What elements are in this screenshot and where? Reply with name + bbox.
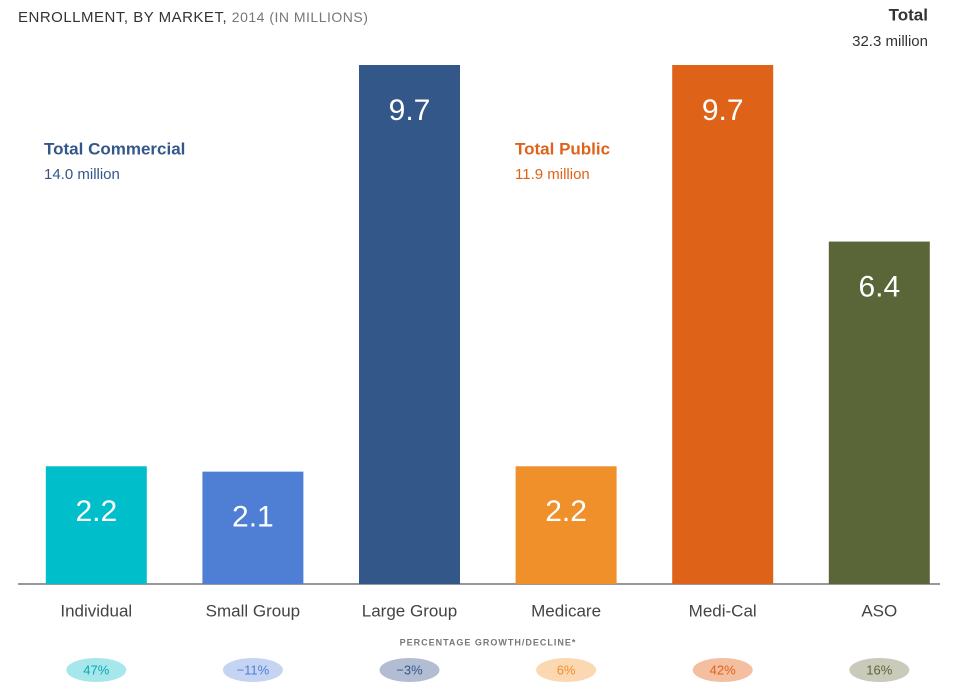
bar <box>359 65 460 584</box>
chart-title: ENROLLMENT, BY MARKET, 2014 (IN MILLIONS… <box>18 9 368 26</box>
x-tick-label: Medi-Cal <box>689 601 757 620</box>
annotation-label: Total Public <box>515 139 610 158</box>
growth-label: 6% <box>557 662 576 677</box>
bar <box>828 241 930 584</box>
growth-pill <box>66 658 127 682</box>
growth-label: 16% <box>866 662 892 677</box>
bar <box>515 466 617 584</box>
bar <box>202 471 304 584</box>
annotation-label: Total Commercial <box>44 139 185 158</box>
x-tick-label: Large Group <box>362 601 457 620</box>
x-tick-label: Small Group <box>206 601 300 620</box>
data-label: 2.2 <box>75 495 117 528</box>
x-tick-label: Individual <box>60 601 132 620</box>
growth-pill <box>849 658 910 682</box>
annotation-value: 11.9 million <box>515 166 590 183</box>
x-tick-label: Medicare <box>531 601 601 620</box>
data-label: 2.2 <box>545 495 587 528</box>
data-label: 9.7 <box>702 94 744 127</box>
total-label: Total <box>889 5 928 24</box>
data-label: 9.7 <box>389 94 431 127</box>
growth-pill <box>536 658 597 682</box>
data-label: 2.1 <box>232 501 274 534</box>
growth-label: −3% <box>396 662 423 677</box>
growth-pill <box>692 658 753 682</box>
growth-label: 42% <box>710 662 736 677</box>
total-value: 32.3 million <box>852 33 928 50</box>
subtitle: 2014 (IN MILLIONS) <box>232 9 369 25</box>
growth-pill <box>379 658 440 682</box>
growth-label: −11% <box>237 662 270 677</box>
growth-pill <box>222 658 283 682</box>
data-label: 6.4 <box>858 270 900 303</box>
annotation-value: 14.0 million <box>44 166 120 183</box>
x-tick-label: ASO <box>861 601 897 620</box>
bar <box>672 65 774 584</box>
growth-header: PERCENTAGE GROWTH/DECLINE* <box>400 637 577 647</box>
title: ENROLLMENT, BY MARKET, <box>18 9 227 26</box>
growth-label: 47% <box>83 662 109 677</box>
bar <box>45 466 147 584</box>
